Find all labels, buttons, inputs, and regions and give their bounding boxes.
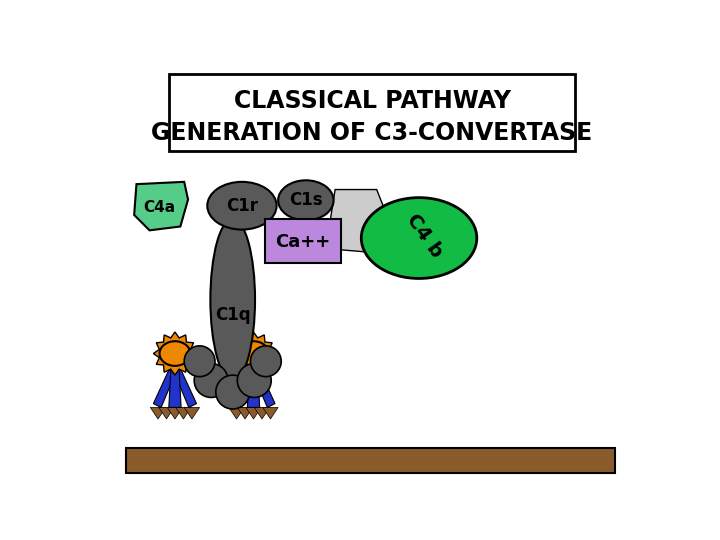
Polygon shape: [251, 365, 275, 408]
Ellipse shape: [361, 198, 477, 279]
Circle shape: [194, 363, 228, 397]
Polygon shape: [167, 408, 183, 419]
Polygon shape: [168, 365, 181, 408]
Polygon shape: [330, 190, 388, 253]
Text: C1s: C1s: [289, 191, 323, 208]
Polygon shape: [153, 365, 177, 408]
Polygon shape: [159, 408, 174, 419]
Polygon shape: [246, 408, 261, 419]
Circle shape: [184, 346, 215, 377]
Text: GENERATION OF C3-CONVERTASE: GENERATION OF C3-CONVERTASE: [151, 120, 593, 145]
Ellipse shape: [207, 182, 276, 230]
Polygon shape: [176, 408, 191, 419]
Text: Ca++: Ca++: [275, 233, 330, 251]
Text: CLASSICAL PATHWAY: CLASSICAL PATHWAY: [233, 89, 510, 113]
Bar: [127, 448, 616, 473]
Ellipse shape: [238, 341, 269, 366]
Ellipse shape: [210, 219, 255, 381]
Polygon shape: [153, 332, 197, 375]
Ellipse shape: [160, 341, 190, 366]
Polygon shape: [150, 408, 166, 419]
Text: C1r: C1r: [226, 197, 258, 215]
Bar: [265, 219, 341, 264]
Polygon shape: [134, 182, 188, 231]
Circle shape: [251, 346, 282, 377]
Polygon shape: [254, 408, 270, 419]
Text: C4a: C4a: [143, 200, 176, 215]
Polygon shape: [248, 365, 260, 408]
Text: C1q: C1q: [215, 306, 251, 324]
Polygon shape: [238, 408, 253, 419]
Polygon shape: [263, 408, 278, 419]
Ellipse shape: [278, 180, 333, 220]
FancyBboxPatch shape: [168, 74, 575, 151]
Circle shape: [216, 375, 250, 409]
Polygon shape: [232, 332, 275, 375]
Polygon shape: [229, 408, 244, 419]
Circle shape: [238, 363, 271, 397]
Polygon shape: [184, 408, 199, 419]
Text: C4 b: C4 b: [402, 211, 446, 261]
Polygon shape: [232, 365, 256, 408]
Polygon shape: [173, 365, 197, 408]
